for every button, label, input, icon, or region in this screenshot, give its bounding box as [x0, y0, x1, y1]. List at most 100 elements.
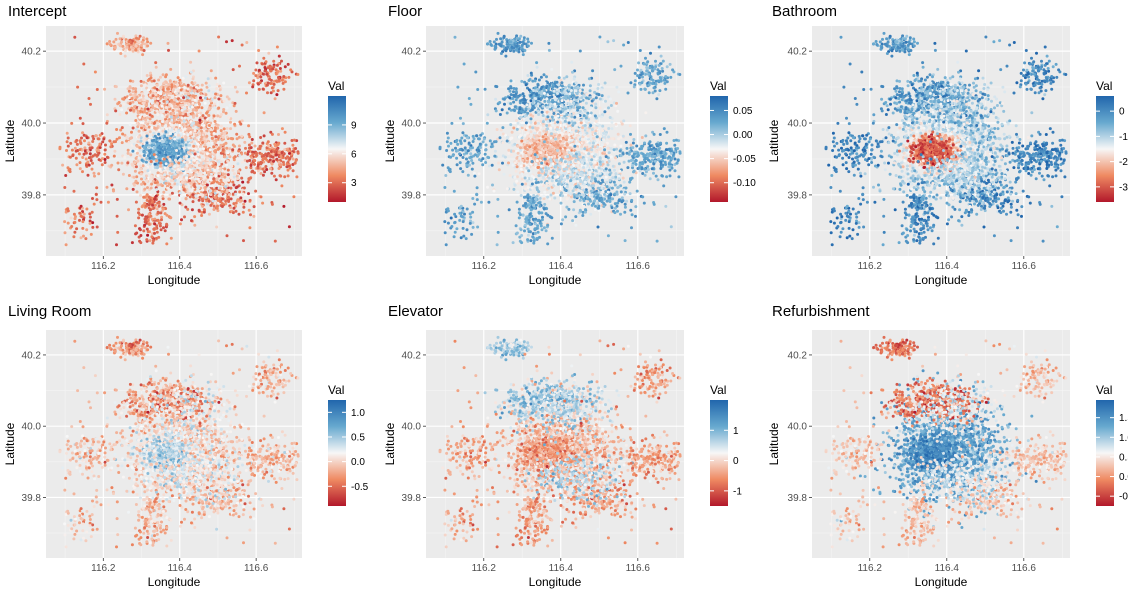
data-point [151, 203, 155, 207]
data-point [75, 138, 79, 142]
data-point [225, 163, 229, 167]
data-point [181, 152, 185, 156]
data-point [188, 179, 191, 183]
data-point [202, 147, 205, 151]
data-point [63, 220, 67, 224]
data-point [183, 215, 186, 219]
data-point [254, 68, 258, 72]
data-point [95, 186, 99, 190]
data-point [156, 183, 160, 187]
data-point [247, 124, 251, 128]
data-point [164, 97, 168, 101]
data-point [120, 108, 124, 112]
data-point [157, 201, 161, 205]
data-point [213, 169, 217, 173]
data-point [213, 165, 217, 169]
data-point [170, 118, 174, 122]
data-point [285, 165, 289, 169]
data-point [191, 122, 194, 125]
data-point [82, 62, 86, 66]
data-point [195, 122, 199, 126]
data-point [231, 148, 235, 152]
data-point [201, 141, 205, 144]
data-point [240, 199, 243, 203]
data-point [134, 48, 138, 52]
data-point [199, 177, 203, 180]
data-point [113, 46, 117, 50]
data-point [279, 155, 283, 158]
data-point [161, 175, 165, 179]
data-point [193, 129, 197, 133]
data-point [142, 125, 146, 129]
data-point [201, 158, 205, 162]
data-point [127, 89, 131, 93]
legend-title: Val [328, 79, 344, 93]
data-point [156, 97, 160, 101]
data-point [296, 151, 300, 155]
data-point [81, 170, 84, 174]
data-point [212, 132, 216, 135]
data-point [137, 129, 141, 133]
data-point [170, 191, 174, 195]
data-point [609, 147, 613, 151]
data-point [155, 83, 159, 87]
data-point [63, 231, 67, 235]
data-point [166, 176, 170, 180]
data-point [223, 194, 227, 198]
data-point [212, 179, 216, 183]
data-point [122, 97, 126, 101]
data-point [263, 69, 267, 73]
data-point [178, 157, 182, 161]
data-point [132, 109, 136, 112]
data-point [594, 120, 598, 123]
data-point [199, 137, 203, 141]
data-point [146, 177, 150, 181]
x-axis-label: Longitude [148, 273, 201, 287]
data-point [120, 40, 123, 44]
data-point [228, 147, 232, 151]
data-point [150, 139, 154, 143]
data-point [219, 178, 223, 182]
data-point [79, 204, 83, 208]
data-point [178, 171, 182, 175]
data-point [228, 104, 232, 107]
data-point [172, 175, 176, 179]
data-point [114, 109, 118, 113]
data-point [265, 83, 269, 87]
data-point [231, 68, 235, 72]
data-point [136, 159, 140, 163]
data-point [74, 156, 78, 160]
data-point [128, 79, 132, 83]
data-point [96, 153, 100, 157]
data-point [170, 162, 174, 166]
data-point [162, 226, 165, 230]
data-point [505, 187, 509, 191]
data-point [200, 106, 204, 110]
data-point [105, 185, 109, 189]
data-point [209, 128, 213, 131]
data-point [148, 121, 152, 124]
data-point [135, 127, 139, 131]
data-point [187, 92, 190, 96]
data-point [65, 149, 68, 152]
data-point [212, 114, 216, 118]
data-point [196, 177, 200, 181]
data-point [126, 151, 130, 155]
data-point [202, 126, 206, 130]
data-point [89, 159, 93, 162]
data-point [190, 219, 193, 223]
data-point [180, 140, 184, 143]
data-point [151, 194, 155, 197]
data-point [283, 175, 287, 179]
data-point [157, 145, 161, 149]
data-point [129, 136, 133, 140]
data-point [169, 67, 173, 71]
data-point [222, 143, 226, 147]
data-point [622, 119, 626, 123]
data-point [249, 146, 253, 150]
data-point [229, 127, 233, 131]
data-point [116, 230, 120, 234]
data-point [92, 202, 96, 206]
data-point [217, 171, 221, 175]
data-point [207, 124, 211, 127]
